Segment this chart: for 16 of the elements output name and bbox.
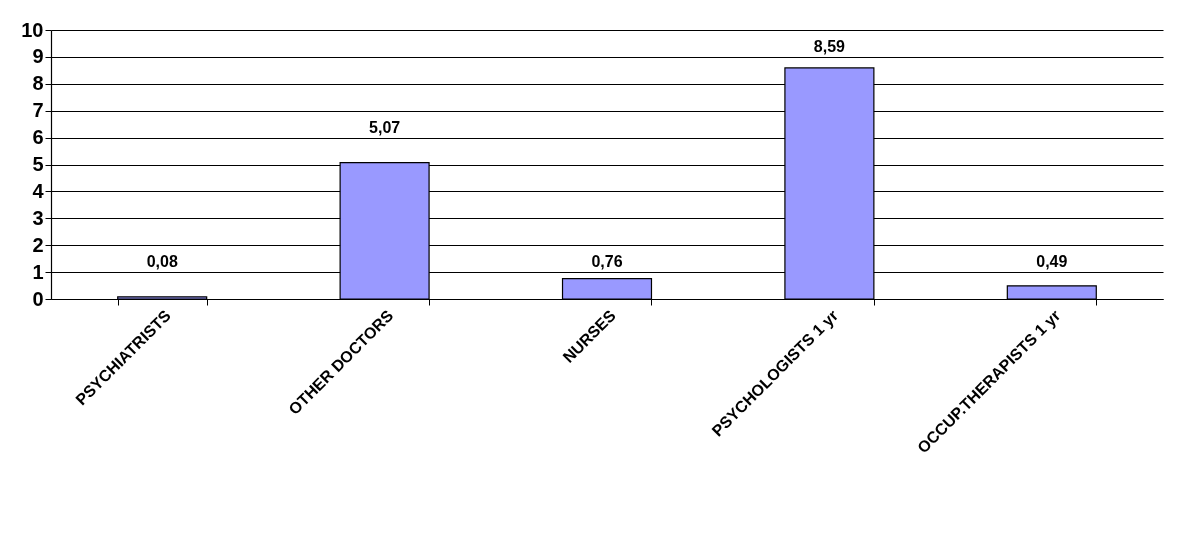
- y-tick-label: 3: [32, 206, 44, 229]
- data-label: 0,08: [146, 252, 178, 270]
- data-label: 8,59: [813, 37, 846, 55]
- y-tick-label: 9: [32, 45, 44, 68]
- y-tick-label: 0: [32, 287, 44, 310]
- y-tick-label: 7: [32, 99, 44, 122]
- y-tick-label: 4: [32, 179, 45, 202]
- y-tick-label: 1: [32, 260, 44, 283]
- y-tick-label: 6: [32, 126, 44, 149]
- data-label: 0,76: [591, 252, 623, 270]
- data-label: 5,07: [369, 118, 401, 136]
- y-tick-label: 2: [32, 233, 44, 256]
- y-tick-label: 10: [21, 18, 44, 41]
- y-tick-label: 8: [32, 72, 44, 95]
- data-label: 0,49: [1036, 252, 1068, 270]
- y-tick-label: 5: [32, 153, 44, 175]
